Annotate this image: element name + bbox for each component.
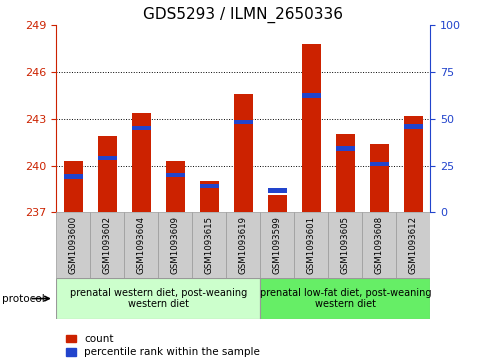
Text: GSM1093604: GSM1093604 — [137, 216, 145, 274]
Bar — [403, 125, 422, 129]
Bar — [90, 212, 124, 278]
Text: GSM1093600: GSM1093600 — [69, 216, 78, 274]
Bar — [335, 146, 354, 151]
Title: GDS5293 / ILMN_2650336: GDS5293 / ILMN_2650336 — [143, 7, 343, 23]
Bar — [267, 188, 286, 193]
Bar — [362, 212, 395, 278]
Bar — [294, 212, 327, 278]
Bar — [301, 93, 320, 98]
Bar — [165, 161, 184, 212]
Bar — [56, 278, 260, 319]
Bar — [403, 116, 422, 212]
Bar — [395, 212, 429, 278]
Text: GSM1093601: GSM1093601 — [306, 216, 315, 274]
Text: GSM1093602: GSM1093602 — [102, 216, 112, 274]
Bar — [267, 195, 286, 212]
Text: GSM1093609: GSM1093609 — [170, 216, 180, 274]
Bar — [98, 136, 116, 212]
Bar — [226, 212, 260, 278]
Bar — [98, 156, 116, 160]
Text: prenatal low-fat diet, post-weaning
western diet: prenatal low-fat diet, post-weaning west… — [259, 288, 430, 309]
Bar — [369, 144, 388, 212]
Bar — [165, 173, 184, 177]
Bar — [64, 174, 82, 179]
Text: prenatal western diet, post-weaning
western diet: prenatal western diet, post-weaning west… — [69, 288, 246, 309]
Text: GSM1093619: GSM1093619 — [238, 216, 247, 274]
Text: GSM1093612: GSM1093612 — [408, 216, 417, 274]
Text: GSM1093599: GSM1093599 — [272, 216, 281, 274]
Bar — [260, 212, 294, 278]
Text: GSM1093608: GSM1093608 — [374, 216, 383, 274]
Bar — [233, 94, 252, 212]
Bar — [369, 162, 388, 166]
Bar — [301, 44, 320, 212]
Text: protocol: protocol — [2, 294, 45, 303]
Bar — [132, 126, 150, 130]
Bar — [132, 113, 150, 212]
Bar — [64, 161, 82, 212]
Bar — [124, 212, 158, 278]
Bar — [56, 212, 90, 278]
Bar — [192, 212, 226, 278]
Bar — [335, 134, 354, 212]
Bar — [233, 120, 252, 124]
Bar — [260, 278, 429, 319]
Bar — [327, 212, 362, 278]
Bar — [200, 181, 218, 212]
Bar — [158, 212, 192, 278]
Legend: count, percentile rank within the sample: count, percentile rank within the sample — [61, 330, 264, 362]
Text: GSM1093605: GSM1093605 — [340, 216, 349, 274]
Text: GSM1093615: GSM1093615 — [204, 216, 213, 274]
Bar — [200, 184, 218, 188]
